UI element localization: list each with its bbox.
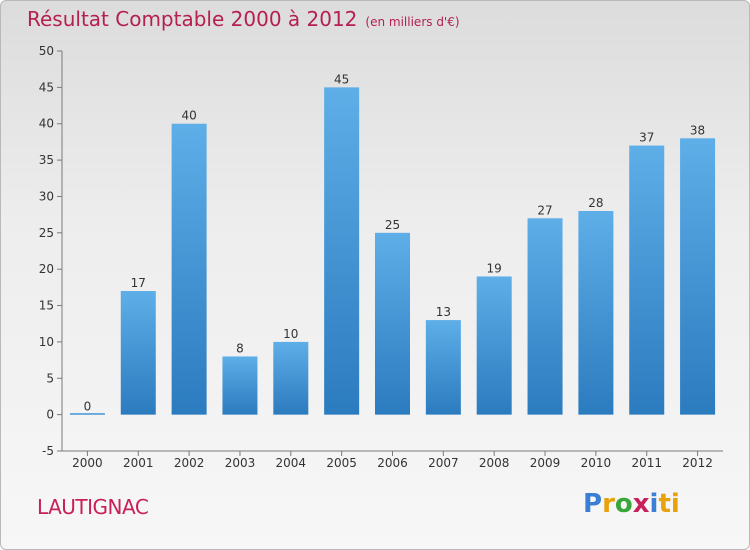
bar-2001 [120, 291, 156, 415]
x-tick-label-2001: 2001 [123, 456, 154, 470]
y-tick-label: 30 [39, 189, 54, 203]
data-label-2009: 27 [537, 203, 552, 217]
axes: -5 0 5 10 15 20 25 30 35 40 45 50 2000 2001 2002 2003 20… [39, 44, 723, 470]
data-label-2004: 10 [283, 327, 298, 341]
x-tick-label-2003: 2003 [225, 456, 256, 470]
chart-subtitle: (en milliers d'€) [365, 15, 460, 29]
x-tick-label-2010: 2010 [581, 456, 612, 470]
x-tick-label-2000: 2000 [72, 456, 103, 470]
bar-2012 [680, 138, 716, 415]
bar-2011 [629, 145, 665, 415]
data-label-2005: 45 [334, 72, 349, 86]
bar-2003 [222, 356, 258, 415]
bar-2004 [273, 341, 309, 415]
data-label-2000: 0 [84, 400, 92, 414]
y-tick-label: 35 [39, 153, 54, 167]
y-tick-label: 45 [39, 80, 54, 94]
x-tick-label-2002: 2002 [174, 456, 205, 470]
bars [69, 87, 716, 415]
y-tick-label: 5 [46, 371, 54, 385]
bar-2005 [324, 87, 360, 415]
data-label-2002: 40 [181, 109, 196, 123]
bar-2002 [171, 123, 207, 415]
commune-name: LAUTIGNAC [37, 495, 149, 519]
y-tick-label: -5 [42, 444, 54, 458]
proxiti-logo[interactable]: Proxiti [583, 489, 680, 519]
y-tick-label: 50 [39, 44, 54, 58]
y-tick-label: 10 [39, 335, 54, 349]
bar-2009 [527, 218, 563, 415]
x-tick-label-2004: 2004 [276, 456, 307, 470]
data-label-2012: 38 [690, 123, 705, 137]
labels: 0 17 40 8 10 45 25 13 19 27 28 37 38 [84, 72, 706, 413]
y-tick-label: 25 [39, 226, 54, 240]
data-label-2006: 25 [385, 218, 400, 232]
x-tick-label-2011: 2011 [631, 456, 662, 470]
title-row: Résultat Comptable 2000 à 2012 (en millie… [27, 7, 460, 31]
bar-2006 [375, 232, 410, 415]
data-label-2008: 19 [487, 261, 502, 275]
x-tick-label-2007: 2007 [428, 456, 459, 470]
data-label-2007: 13 [436, 305, 451, 319]
bar-2008 [476, 276, 512, 415]
bar-2010 [578, 211, 614, 415]
bar-2007 [425, 320, 461, 415]
bar-2000 [69, 413, 105, 415]
data-label-2011: 37 [639, 131, 654, 145]
x-tick-label-2008: 2008 [479, 456, 510, 470]
chart-title: Résultat Comptable 2000 à 2012 [27, 7, 358, 31]
data-label-2010: 28 [588, 196, 603, 210]
y-tick-label: 40 [39, 117, 54, 131]
data-label-2001: 17 [131, 276, 146, 290]
x-tick-label-2012: 2012 [682, 456, 713, 470]
x-tick-label-2009: 2009 [530, 456, 561, 470]
y-tick-label: 0 [46, 408, 54, 422]
data-label-2003: 8 [236, 341, 244, 355]
x-tick-label-2005: 2005 [326, 456, 357, 470]
y-tick-label: 15 [39, 299, 54, 313]
x-tick-label-2006: 2006 [377, 456, 408, 470]
y-tick-label: 20 [39, 262, 54, 276]
